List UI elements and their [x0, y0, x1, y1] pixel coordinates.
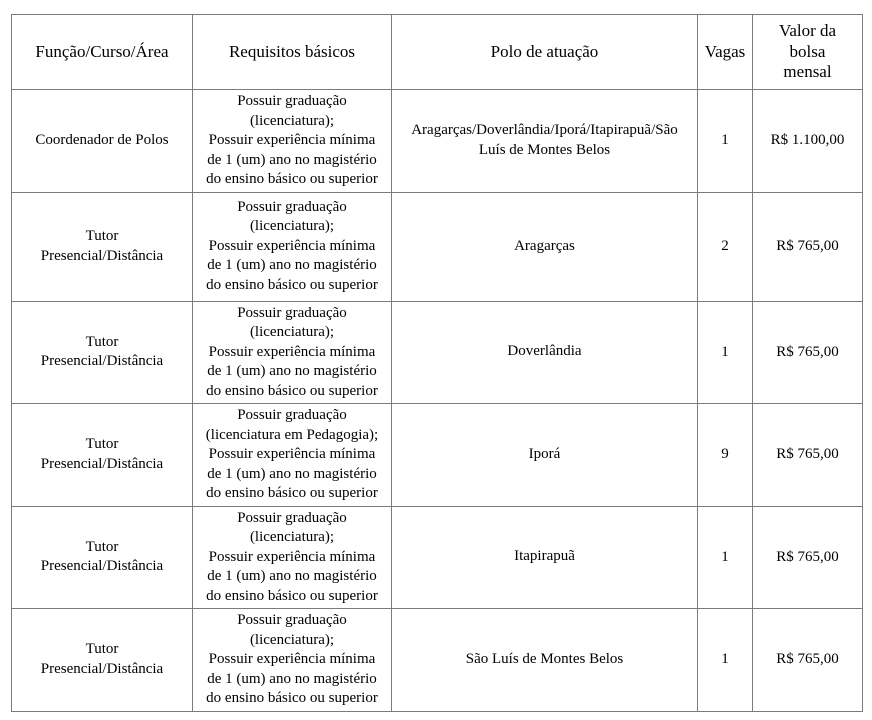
requisitos-line-2: (licenciatura);	[249, 324, 335, 340]
cell-valor: R$ 765,00	[752, 505, 863, 609]
table-row: Tutor Presencial/Distância Possuir gradu…	[11, 505, 863, 609]
funcao-line-1: Tutor	[85, 436, 119, 453]
requisitos-line-1: Possuir graduação	[237, 407, 347, 423]
column-header-valor: Valor da bolsa mensal	[752, 14, 863, 90]
cell-vagas: 1	[697, 89, 753, 193]
cell-funcao: Coordenador de Polos	[11, 89, 193, 193]
requisitos-line-5: do ensino básico ou superior	[206, 382, 378, 399]
requisitos-line-5: do ensino básico ou superior	[206, 276, 378, 293]
requisitos-line-5: do ensino básico ou superior	[206, 171, 378, 187]
table-header: Função/Curso/Área Requisitos básicos Pol…	[11, 14, 863, 90]
funcao-line-2: Presencial/Distância	[40, 455, 164, 472]
requisitos-line-4: de 1 (um) ano no magistério	[207, 363, 377, 379]
cell-funcao: Tutor Presencial/Distância	[11, 505, 193, 609]
column-header-polo-line-1: Polo de atuação	[490, 41, 599, 61]
cell-vagas: 1	[697, 505, 753, 609]
funcao-line-1: Tutor	[85, 228, 119, 244]
requisitos-line-1: Possuir graduação	[237, 93, 347, 109]
funcao-line-1: Tutor	[85, 333, 119, 350]
requisitos-line-2: (licenciatura);	[249, 631, 335, 648]
column-header-valor-line-1: Valor da	[778, 20, 837, 40]
cell-funcao: Tutor Presencial/Distância	[11, 403, 193, 507]
cell-requisitos: Possuir graduação (licenciatura em Pedag…	[192, 403, 392, 507]
table-row: Tutor Presencial/Distância Possuir gradu…	[11, 403, 863, 507]
cell-requisitos: Possuir graduação (licenciatura); Possui…	[192, 89, 392, 193]
vacancy-table: Função/Curso/Área Requisitos básicos Pol…	[11, 14, 863, 712]
cell-requisitos: Possuir graduação (licenciatura); Possui…	[192, 608, 392, 712]
requisitos-line-3: Possuir experiência mínima	[208, 548, 376, 565]
cell-polo: Itapirapuã	[391, 505, 698, 609]
polo-line-1: Aragarças/Doverlândia/Iporá/Itapirapuã/S…	[411, 121, 678, 138]
cell-valor: R$ 1.100,00	[752, 89, 863, 193]
funcao-line-1: Tutor	[85, 641, 119, 658]
cell-vagas: 9	[697, 403, 753, 507]
cell-vagas: 2	[697, 191, 753, 302]
requisitos-line-5: do ensino básico ou superior	[206, 690, 378, 706]
funcao-line-2: Presencial/Distância	[40, 660, 164, 677]
column-header-funcao-line-1: Função/Curso/Área	[35, 41, 169, 61]
cell-vagas: 1	[697, 608, 753, 712]
column-header-polo: Polo de atuação	[391, 14, 698, 90]
cell-vagas: 1	[697, 300, 753, 404]
cell-polo: Aragarças/Doverlândia/Iporá/Itapirapuã/S…	[391, 89, 698, 193]
column-header-valor-line-2: bolsa	[789, 41, 826, 61]
requisitos-line-3: Possuir experiência mínima	[208, 651, 376, 667]
funcao-line-2: Presencial/Distância	[40, 247, 164, 264]
funcao-line-2: Presencial/Distância	[40, 353, 164, 370]
requisitos-line-4: de 1 (um) ano no magistério	[207, 151, 377, 168]
column-header-vagas: Vagas	[697, 14, 753, 90]
requisitos-line-1: Possuir graduação	[237, 304, 347, 321]
column-header-vagas-line-1: Vagas	[704, 41, 746, 61]
table-row: Tutor Presencial/Distância Possuir gradu…	[11, 300, 863, 404]
requisitos-line-1: Possuir graduação	[237, 612, 347, 628]
table-body: Coordenador de Polos Possuir graduação (…	[11, 89, 863, 712]
table-row: Coordenador de Polos Possuir graduação (…	[11, 89, 863, 193]
requisitos-line-4: de 1 (um) ano no magistério	[207, 568, 377, 584]
column-header-requisitos-line-1: Requisitos básicos	[228, 41, 356, 61]
cell-polo: Doverlândia	[391, 300, 698, 404]
table-row: Tutor Presencial/Distância Possuir gradu…	[11, 191, 863, 302]
cell-valor: R$ 765,00	[752, 300, 863, 404]
requisitos-line-4: de 1 (um) ano no magistério	[207, 670, 377, 687]
requisitos-line-2: (licenciatura);	[249, 218, 335, 235]
funcao-line-1: Tutor	[85, 538, 119, 555]
cell-valor: R$ 765,00	[752, 608, 863, 712]
cell-funcao: Tutor Presencial/Distância	[11, 608, 193, 712]
funcao-line-1: Coordenador de Polos	[35, 132, 169, 148]
header-row: Função/Curso/Área Requisitos básicos Pol…	[11, 14, 863, 90]
requisitos-line-3: Possuir experiência mínima	[208, 446, 376, 462]
requisitos-line-1: Possuir graduação	[237, 198, 347, 215]
cell-funcao: Tutor Presencial/Distância	[11, 300, 193, 404]
cell-polo: Aragarças	[391, 191, 698, 302]
column-header-requisitos: Requisitos básicos	[192, 14, 392, 90]
requisitos-line-4: de 1 (um) ano no magistério	[207, 257, 377, 274]
requisitos-line-5: do ensino básico ou superior	[206, 485, 378, 501]
requisitos-line-2: (licenciatura);	[249, 529, 335, 545]
cell-valor: R$ 765,00	[752, 191, 863, 302]
requisitos-line-2: (licenciatura);	[249, 112, 335, 129]
requisitos-line-4: de 1 (um) ano no magistério	[207, 465, 377, 482]
requisitos-line-3: Possuir experiência mínima	[208, 132, 376, 148]
funcao-line-2: Presencial/Distância	[40, 558, 164, 575]
cell-polo: São Luís de Montes Belos	[391, 608, 698, 712]
requisitos-line-5: do ensino básico ou superior	[206, 587, 378, 604]
cell-valor: R$ 765,00	[752, 403, 863, 507]
requisitos-line-3: Possuir experiência mínima	[208, 237, 376, 254]
requisitos-line-3: Possuir experiência mínima	[208, 343, 376, 360]
cell-requisitos: Possuir graduação (licenciatura); Possui…	[192, 191, 392, 302]
table-row: Tutor Presencial/Distância Possuir gradu…	[11, 608, 863, 712]
cell-funcao: Tutor Presencial/Distância	[11, 191, 193, 302]
cell-polo: Iporá	[391, 403, 698, 507]
cell-requisitos: Possuir graduação (licenciatura); Possui…	[192, 300, 392, 404]
cell-requisitos: Possuir graduação (licenciatura); Possui…	[192, 505, 392, 609]
column-header-funcao: Função/Curso/Área	[11, 14, 193, 90]
polo-line-2: Luís de Montes Belos	[478, 141, 611, 158]
column-header-valor-line-3: mensal	[783, 62, 832, 82]
requisitos-line-2: (licenciatura em Pedagogia);	[205, 426, 379, 443]
requisitos-line-1: Possuir graduação	[237, 509, 347, 526]
